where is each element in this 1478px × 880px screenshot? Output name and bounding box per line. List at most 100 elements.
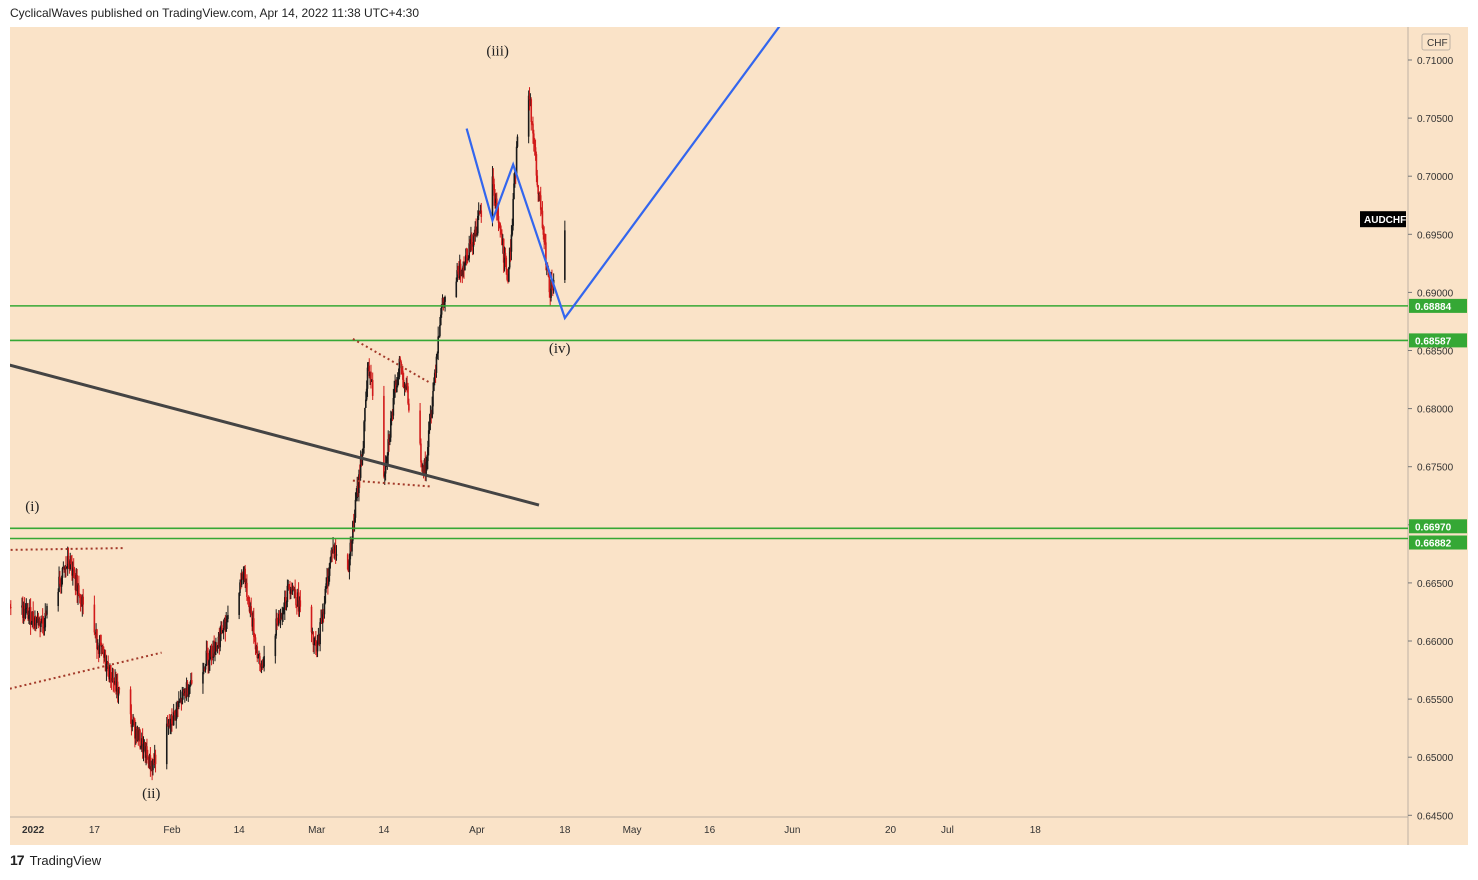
candle-body xyxy=(402,370,404,380)
brand-name: TradingView xyxy=(29,852,102,868)
candle-body xyxy=(27,607,29,619)
candle-body xyxy=(250,606,253,614)
candle-body xyxy=(167,723,170,727)
candle-body xyxy=(492,176,495,185)
candle-body xyxy=(28,615,30,619)
candle-body xyxy=(494,195,496,204)
candle-body xyxy=(310,606,313,633)
price-level-label: 0.68884 xyxy=(1415,302,1452,313)
y-tick-label: 0.71000 xyxy=(1417,56,1454,67)
y-tick-label: 0.69000 xyxy=(1417,288,1454,299)
candle-body xyxy=(35,619,38,624)
candle-body xyxy=(391,413,394,416)
candle-body xyxy=(68,563,71,570)
candle-body xyxy=(28,607,31,616)
candle-body xyxy=(75,575,78,591)
candle-body xyxy=(427,430,430,447)
candle-body xyxy=(73,569,76,574)
candle-body xyxy=(432,391,434,407)
candle-body xyxy=(535,154,538,176)
candle-body xyxy=(246,596,249,600)
candle-body xyxy=(459,263,462,277)
candle-body xyxy=(174,712,177,721)
candle-body xyxy=(106,661,109,664)
x-tick-label: 18 xyxy=(1030,825,1042,836)
candle-body xyxy=(219,633,221,648)
candle-body xyxy=(539,193,541,196)
candle-body xyxy=(24,608,27,619)
candle-body xyxy=(165,723,168,765)
candle-body xyxy=(69,559,72,570)
candle-body xyxy=(240,573,243,585)
dotted-pattern-line xyxy=(10,651,162,690)
chart-background xyxy=(10,27,1468,845)
candle-body xyxy=(129,689,132,715)
candle-body xyxy=(371,380,373,382)
candle-body xyxy=(533,143,536,148)
candle-body xyxy=(281,613,284,619)
x-tick-label: 14 xyxy=(378,825,390,836)
candle-body xyxy=(387,439,390,456)
candle-body xyxy=(187,694,190,697)
candle-body xyxy=(34,616,37,624)
candle-body xyxy=(527,95,530,137)
candle-body xyxy=(325,583,327,589)
candle-body xyxy=(472,234,475,247)
candle-body xyxy=(422,466,425,473)
candle-body xyxy=(291,588,294,592)
candle-body xyxy=(360,458,363,465)
candle-body xyxy=(320,617,322,623)
candle-body xyxy=(276,618,278,624)
candle-body xyxy=(313,643,315,645)
candle-body xyxy=(495,198,498,212)
candle-body xyxy=(171,715,173,724)
candle-body xyxy=(33,621,35,626)
candle-body xyxy=(217,636,220,646)
candle-body xyxy=(395,384,397,392)
candle-body xyxy=(539,195,542,210)
candle-body xyxy=(400,361,402,369)
candle-body xyxy=(389,437,391,442)
candle-body xyxy=(440,304,443,315)
candle-body xyxy=(349,542,352,560)
candle-body xyxy=(327,578,329,585)
candle-body xyxy=(10,607,12,609)
candle-body xyxy=(502,238,505,263)
candle-body xyxy=(244,568,246,584)
candle-body xyxy=(96,629,98,649)
candle-body xyxy=(312,631,315,645)
candle-body xyxy=(346,554,349,570)
candle-body xyxy=(113,681,115,684)
candle-body xyxy=(202,672,204,684)
candle-body xyxy=(252,618,255,637)
y-tick-label: 0.67500 xyxy=(1417,463,1454,474)
candle-body xyxy=(321,612,324,624)
candle-body xyxy=(140,738,143,747)
candle-body xyxy=(439,314,442,326)
candle-body xyxy=(358,474,361,478)
candle-body xyxy=(238,592,240,615)
candle-body xyxy=(321,617,323,624)
candle-body xyxy=(469,243,471,245)
price-chart[interactable]: 0.71000 0.70500 0.70000 0.69500 0.69000 0.685… xyxy=(10,27,1468,845)
candle-body xyxy=(290,589,292,594)
price-level-label: 0.66970 xyxy=(1415,522,1452,533)
candle-body xyxy=(333,546,336,554)
candle-body xyxy=(350,542,352,552)
candle-body xyxy=(94,632,97,634)
candle-body xyxy=(292,588,295,591)
candle-body xyxy=(261,664,264,667)
candle-body xyxy=(389,418,392,438)
candle-body xyxy=(510,234,513,252)
x-tick-label: 16 xyxy=(704,825,716,836)
candle-body xyxy=(530,99,533,122)
symbol-label: AUDCHF xyxy=(1364,215,1406,226)
candle-body xyxy=(275,618,277,636)
candle-body xyxy=(356,486,358,499)
candle-body xyxy=(514,171,516,184)
candle-body xyxy=(211,656,214,658)
candle-body xyxy=(209,645,212,651)
candle-body xyxy=(36,616,39,620)
candle-body xyxy=(443,301,446,306)
candle-body xyxy=(72,567,75,570)
